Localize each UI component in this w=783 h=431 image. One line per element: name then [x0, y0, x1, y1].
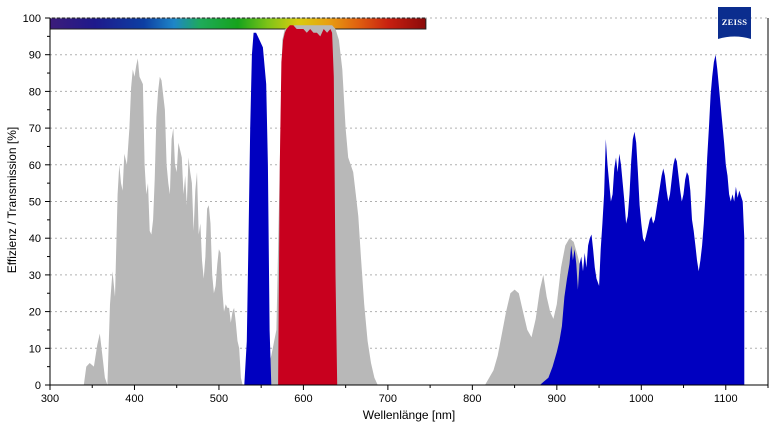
series-area-2: [244, 32, 745, 385]
x-tick-label: 900: [548, 393, 566, 405]
y-tick-label: 30: [29, 270, 41, 282]
y-tick-label: 50: [29, 197, 41, 209]
y-tick-label: 90: [29, 50, 41, 62]
zeiss-logo: ZEISS: [718, 7, 751, 39]
y-tick-label: 40: [29, 233, 41, 245]
x-tick-label: 500: [210, 393, 228, 405]
logo-text: ZEISS: [722, 17, 748, 27]
x-tick-label: 800: [463, 393, 481, 405]
y-tick-label: 0: [35, 380, 41, 392]
y-tick-label: 60: [29, 160, 41, 172]
data-areas: [83, 25, 745, 386]
x-axis-ticks: 300 400 500 600 700 800 900 1000 1100: [41, 385, 769, 405]
y-tick-label: 80: [29, 86, 41, 98]
y-axis-ticks: 0 10 20 30 40 50 60 70 80 90 100: [23, 13, 50, 392]
x-tick-label: 1100: [714, 393, 738, 405]
x-axis-label: Wellenlänge [nm]: [363, 408, 456, 422]
spectrum-bar: [49, 17, 427, 30]
x-tick-label: 1000: [629, 393, 653, 405]
y-tick-label: 20: [29, 307, 41, 319]
x-tick-label: 400: [125, 393, 143, 405]
spectrum-color-bar: [49, 17, 427, 30]
y-axis-label: Effizienz / Transmission [%]: [5, 127, 19, 274]
x-tick-label: 600: [294, 393, 312, 405]
x-tick-label: 300: [41, 393, 59, 405]
series-area-3: [278, 25, 338, 386]
y-tick-label: 10: [29, 343, 41, 355]
y-tick-label: 70: [29, 123, 41, 135]
y-tick-label: 100: [23, 13, 41, 25]
x-tick-label: 700: [379, 393, 397, 405]
